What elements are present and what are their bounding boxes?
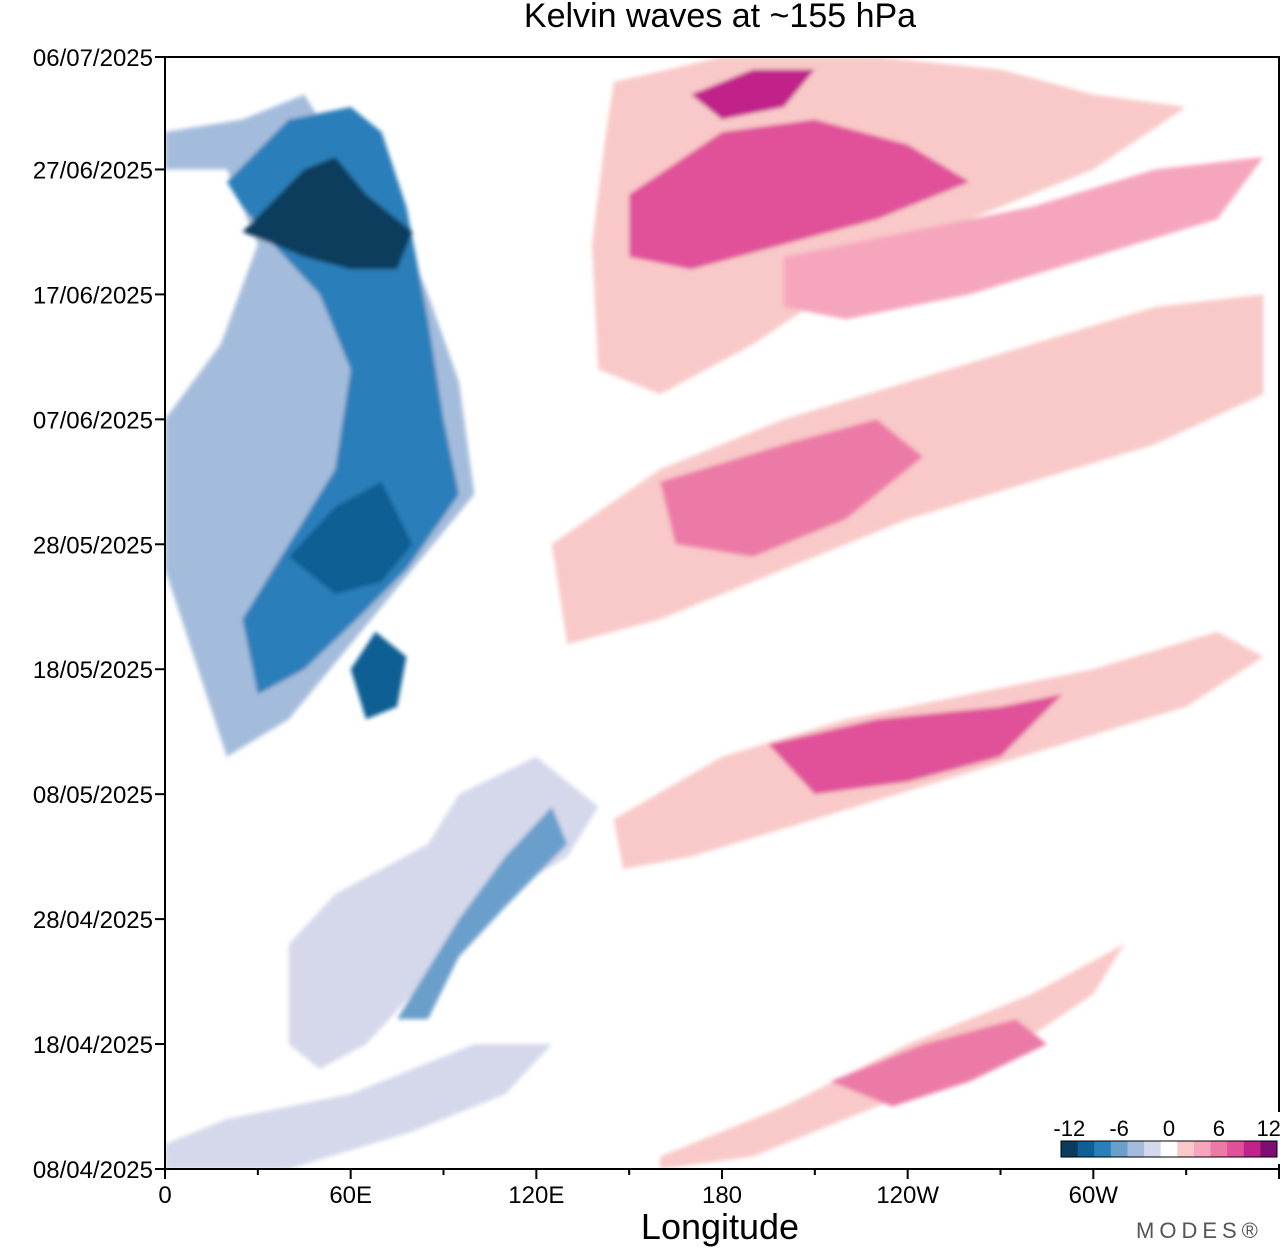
colorbar-tick-label: -12 [1053,1116,1085,1141]
y-tick-label: 06/07/2025 [33,45,153,72]
colorbar-swatch [1110,1141,1128,1157]
y-tick-label: 07/06/2025 [33,407,153,434]
x-tick-label: 120W [876,1182,939,1209]
positive-anomaly-region-16 [660,944,1125,1169]
x-tick-label: 60W [1069,1182,1119,1209]
negative-anomaly-region-7 [165,1044,552,1169]
colorbar-swatch [1177,1141,1195,1157]
colorbar-frame [1060,1140,1278,1158]
colorbar-swatch [1160,1141,1178,1157]
negative-anomaly-region-3 [288,481,413,595]
y-tick-label: 18/05/2025 [33,657,153,684]
y-tick-label: 08/04/2025 [33,1157,153,1184]
colorbar-swatch [1210,1141,1228,1157]
positive-anomaly-region-17 [830,1019,1047,1107]
colorbar-tick-label: 12 [1256,1116,1280,1141]
colorbar-legend: -12 -6 0 6 12 [1053,1112,1280,1164]
x-axis: 0 60E 120E 180 120W 60W [158,1169,1280,1209]
x-tick-label: 180 [702,1182,742,1209]
positive-anomaly-region-15 [768,694,1063,795]
x-tick-label: 60E [329,1182,372,1209]
positive-anomaly-region-9 [629,119,970,270]
colorbar-swatch [1144,1141,1162,1157]
colorbar-tick-label: 6 [1213,1116,1225,1141]
positive-anomaly-region-10 [691,69,815,120]
y-tick-label: 28/05/2025 [33,532,153,559]
negative-anomaly-region-2 [242,157,413,270]
colorbar-swatch [1127,1141,1145,1157]
y-tick-label: 08/05/2025 [33,782,153,809]
colorbar-swatch [1243,1141,1261,1157]
y-tick-label: 28/04/2025 [33,907,153,934]
modes-logo: MODES® [1136,1218,1263,1243]
positive-anomaly-region-12 [551,294,1264,645]
x-tick-label: 0 [158,1182,171,1209]
negative-anomaly-region-4 [350,631,407,720]
y-axis: 08/04/2025 18/04/2025 28/04/2025 08/05/2025… [33,45,165,1184]
colorbar-tick-label: 0 [1163,1116,1175,1141]
y-tick-label: 27/06/2025 [33,157,153,184]
colorbar-swatch [1061,1141,1079,1157]
colorbar-swatch [1227,1141,1245,1157]
contour-fields [165,57,1264,1169]
x-axis-title: Longitude [641,1206,799,1247]
colorbar-tick-label: -6 [1109,1116,1129,1141]
y-tick-label: 17/06/2025 [33,282,153,309]
negative-anomaly-region-5 [288,756,599,1069]
positive-anomaly-region-11 [783,157,1264,320]
colorbar-swatch [1193,1141,1212,1157]
colorbar-swatch [1094,1141,1112,1157]
positive-anomaly-region-13 [660,419,924,557]
chart-title: Kelvin waves at ~155 hPa [524,0,916,35]
colorbar-swatch [1077,1141,1095,1157]
negative-anomaly-region-6 [397,806,568,1020]
colorbar-swatch [1260,1141,1278,1157]
x-tick-label: 120E [508,1182,564,1209]
y-tick-label: 18/04/2025 [33,1032,153,1059]
